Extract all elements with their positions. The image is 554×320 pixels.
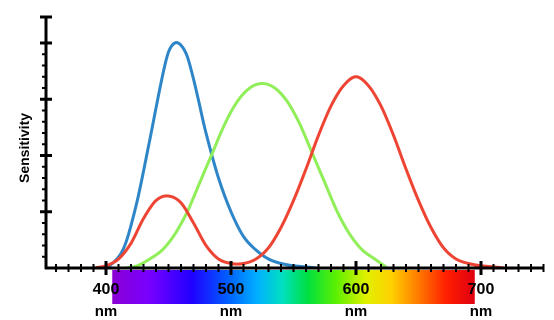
x-tick-unit: nm	[345, 303, 368, 320]
x-tick-labels: 400 nm 500 nm 600 nm 700 nm	[93, 281, 495, 320]
series-line-1	[98, 41, 320, 270]
y-ticks	[40, 15, 52, 258]
series-line-3	[92, 75, 520, 270]
x-tick-label: 600	[343, 281, 370, 298]
x-tick-unit: nm	[470, 303, 493, 320]
y-axis-label: Sensitivity	[16, 113, 32, 183]
x-tick-label: 400	[93, 281, 120, 298]
curves-layer	[92, 41, 520, 270]
spectrum-bar	[112, 270, 475, 304]
series-line-2	[123, 82, 389, 270]
x-ticks	[55, 261, 545, 275]
x-tick-label: 500	[218, 281, 245, 298]
x-tick-label: 700	[468, 281, 495, 298]
x-tick-unit: nm	[95, 303, 118, 320]
x-tick-unit: nm	[220, 303, 243, 320]
